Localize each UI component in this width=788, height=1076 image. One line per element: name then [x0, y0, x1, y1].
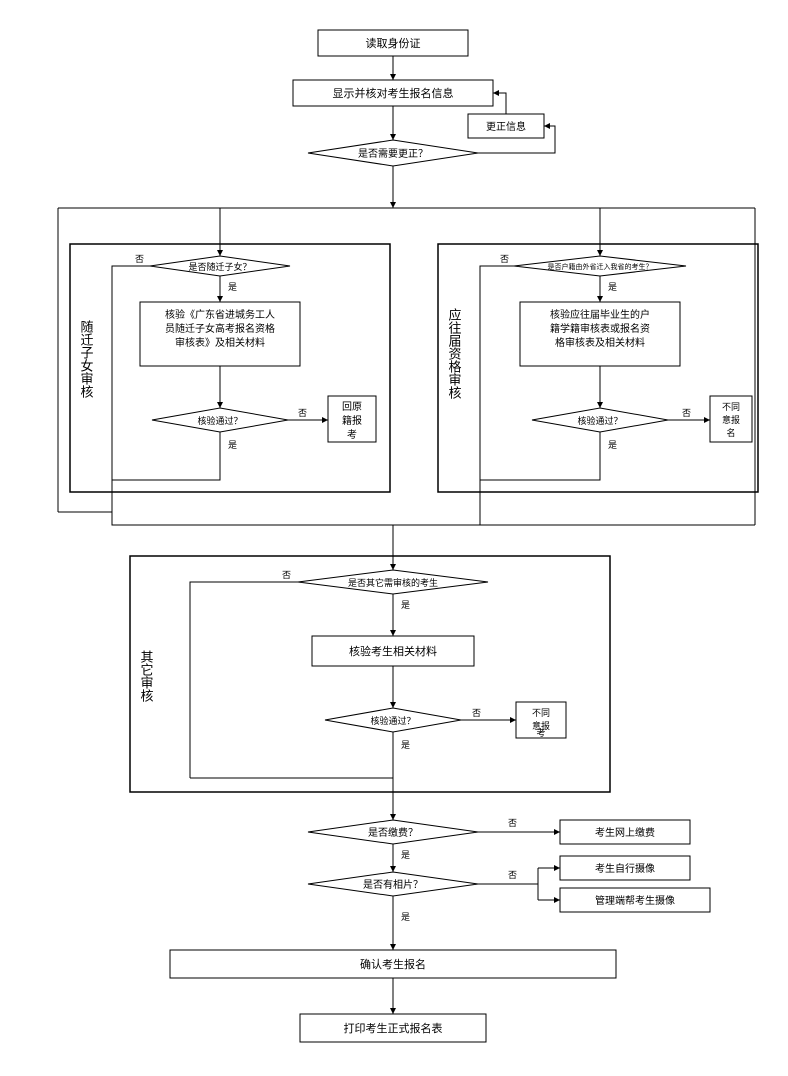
svg-text:籍学籍审核表或报名资: 籍学籍审核表或报名资 — [550, 322, 650, 335]
svg-text:意报: 意报 — [722, 414, 740, 425]
decision-other-label: 是否其它需审核的考生 — [348, 577, 438, 588]
edge-no-o1: 否 — [282, 570, 291, 580]
group-other-title: 其它审核 — [139, 650, 154, 702]
decision-suiqian-pass-label: 核验通过？ — [197, 415, 242, 426]
edge-yes-o2: 是 — [401, 740, 410, 750]
svg-text:核验应往届毕业生的户: 核验应往届毕业生的户 — [550, 308, 650, 321]
svg-text:审核表》及相关材料: 审核表》及相关材料 — [175, 336, 265, 349]
edge-yes-r1: 是 — [608, 282, 617, 292]
edge-yes-p: 是 — [401, 912, 410, 922]
decision-paid-label: 是否缴费？ — [368, 826, 418, 839]
edge-no-f: 否 — [508, 818, 517, 828]
edge-no-r2: 否 — [682, 408, 691, 418]
edge-yes-o1: 是 — [401, 600, 410, 610]
out-self-photo-label: 考生自行摄像 — [595, 862, 655, 875]
edge-no-o2: 否 — [472, 708, 481, 718]
decision-suiqian-label: 是否随迁子女？ — [188, 261, 251, 272]
decision-photo-label: 是否有相片？ — [363, 878, 423, 891]
svg-text:籍报: 籍报 — [342, 414, 362, 427]
svg-text:格审核表及相关材料: 格审核表及相关材料 — [555, 336, 645, 349]
decision-hujimove-label: 是否户籍由外省迁入我省的考生？ — [548, 262, 653, 271]
edge-no-p: 否 — [508, 870, 517, 880]
decision-other-pass-label: 核验通过？ — [370, 715, 415, 726]
out-pay-online-label: 考生网上缴费 — [595, 826, 655, 839]
edge-no-r1: 否 — [500, 254, 509, 264]
node-verify-info-label: 显示并核对考生报名信息 — [333, 86, 454, 100]
group-yingwang — [438, 244, 758, 492]
node-confirm-label: 确认考生报名 — [360, 957, 426, 971]
svg-text:员随迁子女高考报名资格: 员随迁子女高考报名资格 — [165, 322, 275, 335]
svg-text:核验《广东省进城务工人: 核验《广东省进城务工人 — [165, 308, 275, 321]
svg-text:不同: 不同 — [722, 402, 740, 412]
node-print-label: 打印考生正式报名表 — [344, 1021, 443, 1035]
group-yingwang-title: 应往届资格审核 — [447, 307, 462, 399]
svg-text:不同: 不同 — [532, 708, 550, 718]
edge-yes-r2: 是 — [608, 440, 617, 450]
edge-yes-f: 是 — [401, 850, 410, 860]
decision-yingwang-pass-label: 核验通过？ — [577, 415, 622, 426]
process-other-label: 核验考生相关材料 — [349, 644, 437, 658]
group-suiqian-title: 随迁子女审核 — [79, 320, 94, 398]
edge-no-l2: 否 — [298, 408, 307, 418]
edge-yes-l2: 是 — [228, 440, 237, 450]
edge-yes-l1: 是 — [228, 282, 237, 292]
out-admin-photo-label: 管理端帮考生摄像 — [595, 894, 675, 907]
svg-text:回原: 回原 — [342, 401, 362, 413]
flowchart: 读取身份证 显示并核对考生报名信息 更正信息 是否需要更正？ 随迁子女审核 是否… — [0, 0, 788, 1076]
edge-no-l1: 否 — [135, 254, 144, 264]
svg-text:名: 名 — [726, 427, 735, 438]
node-correct-info-label: 更正信息 — [486, 120, 526, 133]
decision-need-correct-label: 是否需要更正？ — [358, 148, 428, 160]
node-read-id-label: 读取身份证 — [366, 36, 421, 50]
svg-text:考: 考 — [347, 429, 357, 441]
svg-text:考: 考 — [536, 728, 545, 738]
